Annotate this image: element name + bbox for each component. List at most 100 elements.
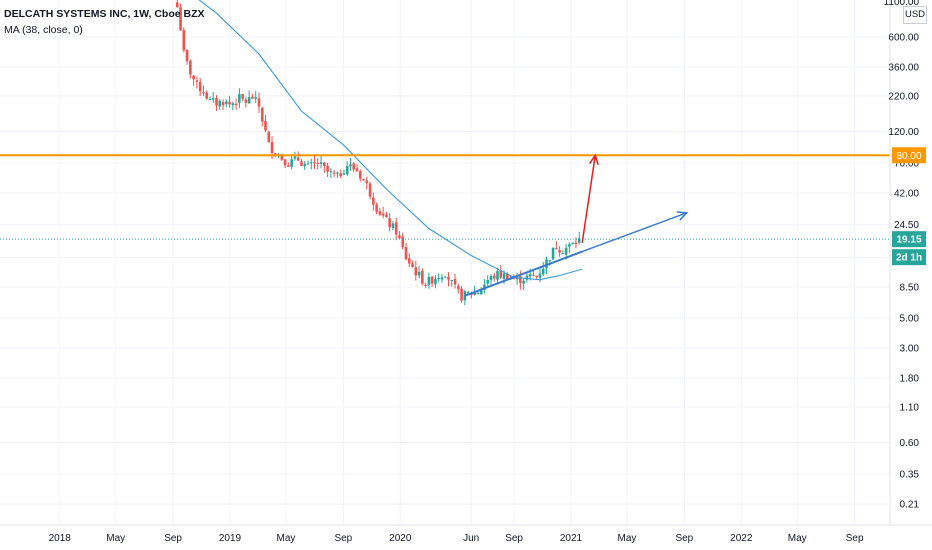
candle-body	[394, 222, 398, 235]
candle-body	[437, 278, 440, 280]
candle-body	[414, 267, 418, 276]
price-tick-label: 5.00	[900, 314, 920, 325]
last-price-badge	[892, 231, 926, 248]
candle-body	[558, 250, 561, 253]
candle-body	[476, 293, 480, 295]
candle-body	[345, 165, 349, 175]
countdown-badge	[892, 249, 926, 266]
candle-body	[525, 275, 529, 280]
candle-body	[264, 121, 267, 131]
candle-body	[453, 278, 457, 285]
candle-body	[522, 280, 525, 284]
candle-body	[479, 289, 483, 295]
candle-body	[329, 171, 333, 173]
time-tick-label: May	[277, 533, 296, 544]
candle-body	[499, 270, 503, 278]
price-tick-label: 24.50	[894, 220, 919, 231]
time-tick-label: 2018	[49, 533, 72, 544]
candle-body	[198, 81, 202, 92]
trendline	[464, 250, 583, 297]
candle-body	[365, 180, 369, 184]
candle-body	[179, 7, 182, 31]
candle-body	[571, 242, 574, 244]
candle-body	[430, 276, 434, 284]
candle-body	[440, 277, 444, 280]
candle-body	[306, 163, 310, 165]
ma-indicator-label[interactable]: MA (38, close, 0)	[4, 24, 83, 36]
candle-body	[447, 276, 450, 280]
candle-body	[303, 163, 307, 167]
candle-body	[443, 276, 447, 278]
candle-body	[326, 165, 329, 172]
price-tick-label: 220.00	[888, 91, 919, 102]
candle-body	[532, 274, 535, 276]
candle-body	[225, 101, 228, 105]
candle-body	[398, 235, 401, 239]
candle-body	[460, 288, 463, 301]
candle-body	[189, 60, 192, 75]
currency-label[interactable]: USD	[903, 6, 927, 24]
price-tick-label: 0.35	[900, 470, 920, 481]
candle-body	[411, 263, 414, 267]
candle-body	[535, 276, 539, 278]
candle-body	[336, 172, 339, 174]
candle-body	[267, 131, 271, 143]
candle-body	[342, 173, 346, 175]
candle-body	[473, 292, 476, 295]
candle-body	[231, 103, 235, 106]
candle-body	[427, 276, 431, 285]
candle-body	[319, 162, 323, 164]
blue-arrow	[581, 212, 687, 253]
price-tick-label: 8.50	[900, 282, 920, 293]
candle-body	[417, 271, 421, 276]
price-tick-label: 3.00	[900, 343, 920, 354]
candle-body	[401, 236, 405, 248]
candle-body	[548, 260, 552, 262]
price-tick-label: 0.21	[900, 500, 920, 511]
candle-body	[251, 96, 254, 99]
time-tick-label: May	[106, 533, 125, 544]
level-price-text: 80.00	[896, 151, 921, 162]
candle-body	[506, 273, 509, 281]
moving-average-line	[198, 0, 583, 281]
price-tick-label: 70.00	[894, 159, 919, 170]
time-axis[interactable]: 2018 May Sep 2019 May Sep 2020 Jun Sep 2021 May Sep…	[49, 533, 864, 544]
candle-body	[274, 153, 277, 156]
candle-body	[247, 97, 251, 104]
candle-body	[421, 270, 424, 284]
candle-body	[254, 97, 258, 99]
candle-body	[208, 98, 212, 100]
candle-body	[404, 246, 408, 260]
price-tick-label: 1.80	[900, 373, 920, 384]
time-tick-label: Jun	[463, 533, 479, 544]
candle-body	[283, 159, 287, 166]
candle-body	[270, 142, 274, 154]
candle-body	[195, 80, 199, 82]
chart-grid	[0, 0, 890, 525]
candle-body	[313, 162, 316, 164]
candle-body	[492, 275, 496, 279]
red-arrow-head	[589, 153, 599, 166]
candle-body	[352, 163, 356, 170]
candle-body	[388, 218, 391, 228]
candle-body	[257, 98, 261, 107]
candle-body	[185, 49, 189, 62]
candle-body	[381, 213, 385, 216]
candle-body	[545, 259, 548, 269]
candle-body	[175, 2, 179, 8]
candles	[175, 0, 581, 306]
candle-body	[290, 159, 293, 167]
symbol-title[interactable]: DELCATH SYSTEMS INC, 1W, Cboe BZX	[4, 8, 205, 20]
candle-body	[489, 275, 493, 281]
candle-body	[568, 244, 571, 247]
candle-body	[260, 107, 264, 122]
price-tick-label: 600.00	[888, 33, 919, 44]
candle-body	[202, 92, 205, 94]
candle-body	[519, 276, 522, 284]
candle-body	[378, 211, 382, 215]
candle-body	[391, 223, 395, 229]
candle-body	[309, 162, 313, 164]
countdown-text: 2d 1h	[896, 253, 922, 264]
candle-body	[496, 271, 499, 280]
